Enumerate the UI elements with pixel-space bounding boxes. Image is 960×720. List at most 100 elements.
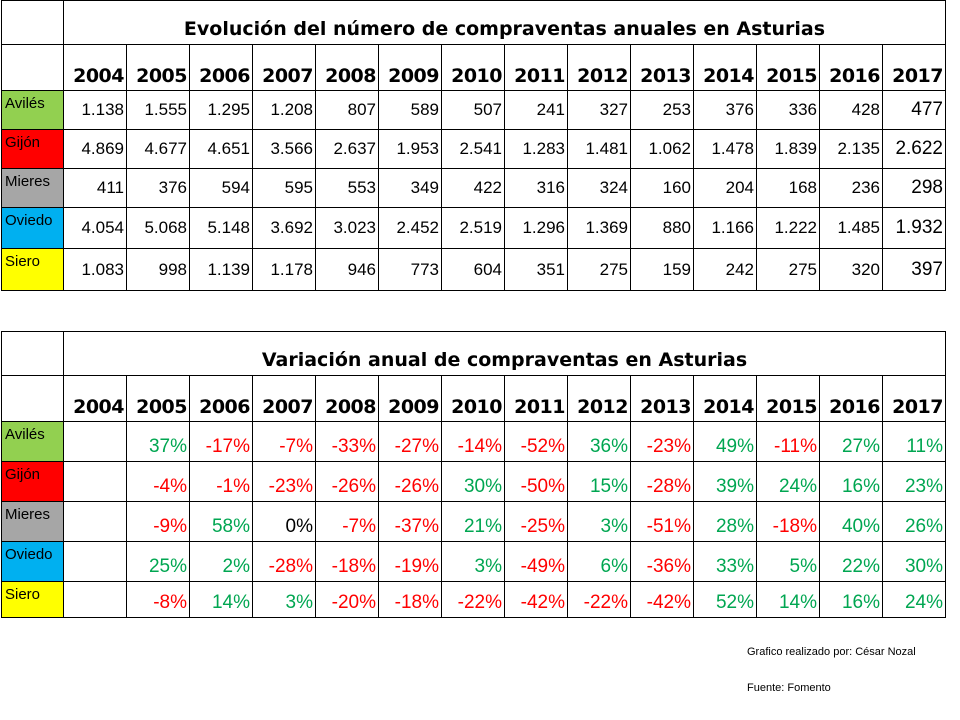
variation-cell: -36% [630, 541, 694, 582]
variation-cell: 2% [189, 541, 253, 582]
sales-cell: 411 [63, 168, 127, 208]
year-header: 2016 [819, 375, 883, 422]
sales-cell: 376 [693, 90, 757, 130]
sales-cell: 773 [378, 248, 442, 291]
year-header: 2008 [315, 375, 379, 422]
variation-cell: -11% [756, 421, 820, 462]
sales-cell: 807 [315, 90, 379, 130]
variation-cell: 23% [882, 461, 946, 502]
sales-cell: 1.208 [252, 90, 316, 130]
sales-cell: 1.222 [756, 207, 820, 249]
variation-cell: -18% [378, 581, 442, 618]
variation-cell: -28% [630, 461, 694, 502]
sales-cell: 5.068 [126, 207, 190, 249]
variation-cell: -52% [504, 421, 568, 462]
title-row: Variación anual de compraventas en Astur… [1, 331, 946, 376]
variation-cell: -19% [378, 541, 442, 582]
sales-cell: 349 [378, 168, 442, 208]
variation-cell: -4% [126, 461, 190, 502]
variation-cell: -17% [189, 421, 253, 462]
variation-cell: 16% [819, 461, 883, 502]
sales-cell: 1.283 [504, 129, 568, 169]
sales-cell: 422 [441, 168, 505, 208]
sales-cell: 1.478 [693, 129, 757, 169]
variation-cell: 3% [441, 541, 505, 582]
variation-cell: 24% [756, 461, 820, 502]
sales-cell: 397 [882, 248, 946, 291]
sales-cell: 4.677 [126, 129, 190, 169]
sales-cell: 336 [756, 90, 820, 130]
year-header: 2005 [126, 375, 190, 422]
table-row: Gijón -4% -1% -23% -26% -26% 30% -50% 15% -28% 39%… [1, 461, 946, 502]
city-label: Siero [1, 248, 64, 291]
table-title: Evolución del número de compraventas anu… [63, 0, 946, 45]
city-label: Mieres [1, 501, 64, 542]
sales-cell: 275 [756, 248, 820, 291]
variation-cell: 6% [567, 541, 631, 582]
sales-cell: 320 [819, 248, 883, 291]
sales-cell: 1.932 [882, 207, 946, 249]
variation-cell: 58% [189, 501, 253, 542]
year-header: 2010 [441, 44, 505, 91]
sales-cell: 2.622 [882, 129, 946, 169]
year-header: 2015 [756, 375, 820, 422]
sales-cell: 477 [882, 90, 946, 130]
sales-cell: 324 [567, 168, 631, 208]
year-header: 2009 [378, 375, 442, 422]
sales-cell: 1.369 [567, 207, 631, 249]
variation-cell: -18% [756, 501, 820, 542]
variation-cell: 39% [693, 461, 757, 502]
variation-cell: 49% [693, 421, 757, 462]
sales-cell: 1.481 [567, 129, 631, 169]
variation-cell: 0% [252, 501, 316, 542]
sales-cell: 3.692 [252, 207, 316, 249]
sales-cell: 880 [630, 207, 694, 249]
year-header: 2012 [567, 44, 631, 91]
sales-cell: 1.485 [819, 207, 883, 249]
sales-cell: 376 [126, 168, 190, 208]
table-row: Oviedo 4.054 5.068 5.148 3.692 3.023 2.452 2.51… [1, 207, 946, 249]
variation-cell: 27% [819, 421, 883, 462]
sales-cell: 241 [504, 90, 568, 130]
variation-cell: -8% [126, 581, 190, 618]
chart-credit: Grafico realizado por: César Nozal [747, 646, 916, 658]
year-header: 2004 [63, 375, 127, 422]
variation-cell: 21% [441, 501, 505, 542]
variation-cell: 33% [693, 541, 757, 582]
variation-cell [63, 461, 127, 502]
year-header-row: 2004 2005 2006 2007 2008 2009 2010 2011 2012 2013… [1, 44, 946, 91]
variation-cell: -27% [378, 421, 442, 462]
sales-cell: 595 [252, 168, 316, 208]
year-header: 2011 [504, 375, 568, 422]
corner-cell [1, 44, 64, 91]
sales-cell: 159 [630, 248, 694, 291]
variation-cell: -22% [441, 581, 505, 618]
sales-cell: 1.295 [189, 90, 253, 130]
variation-cell: -18% [315, 541, 379, 582]
sales-cell: 589 [378, 90, 442, 130]
variation-cell: 16% [819, 581, 883, 618]
sales-cell: 594 [189, 168, 253, 208]
sales-cell: 2.637 [315, 129, 379, 169]
table-title: Variación anual de compraventas en Astur… [63, 331, 946, 376]
year-header: 2005 [126, 44, 190, 91]
sales-cell: 4.651 [189, 129, 253, 169]
variation-cell [63, 421, 127, 462]
variation-cell: 3% [252, 581, 316, 618]
city-label: Oviedo [1, 207, 64, 249]
variation-cell: 30% [882, 541, 946, 582]
variation-cell: -1% [189, 461, 253, 502]
variation-cell: -28% [252, 541, 316, 582]
sales-cell: 160 [630, 168, 694, 208]
table-row: Siero -8% 14% 3% -20% -18% -22% -42% -22% -42% 52%… [1, 581, 946, 618]
sales-cell: 242 [693, 248, 757, 291]
variation-cell: -26% [315, 461, 379, 502]
year-header: 2017 [882, 375, 946, 422]
sales-cell: 1.953 [378, 129, 442, 169]
sales-cell: 1.138 [63, 90, 127, 130]
corner-cell [1, 0, 64, 45]
corner-cell [1, 375, 64, 422]
sales-cell: 1.296 [504, 207, 568, 249]
sales-cell: 2.452 [378, 207, 442, 249]
variation-cell: -9% [126, 501, 190, 542]
